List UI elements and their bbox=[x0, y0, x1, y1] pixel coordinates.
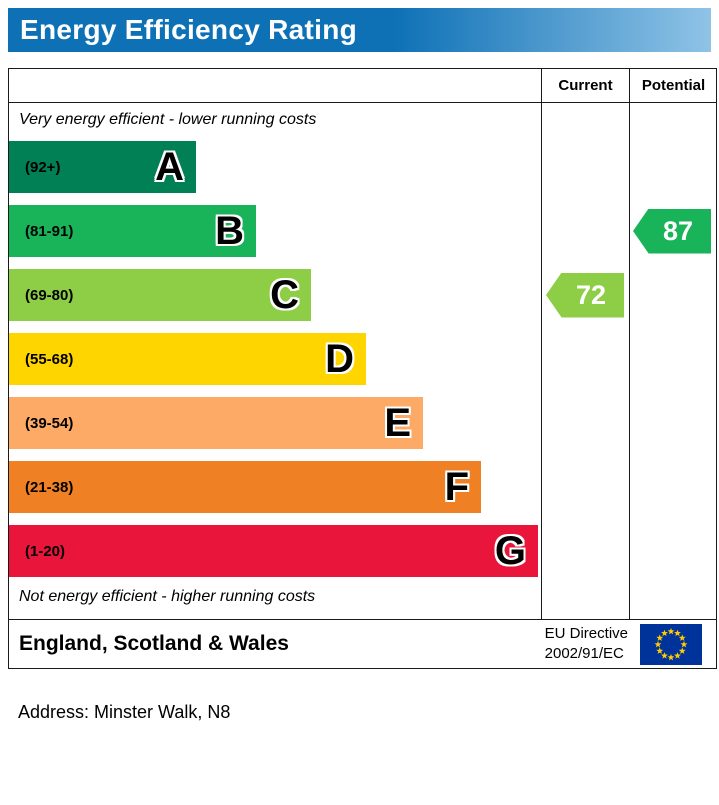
eu-directive-line1: EU Directive bbox=[544, 625, 628, 642]
title-bar: Energy Efficiency Rating bbox=[8, 8, 711, 52]
eu-flag-star bbox=[674, 629, 681, 636]
band-range-label: (39-54) bbox=[25, 414, 74, 432]
epc-chart: Current Potential Very energy efficient … bbox=[8, 68, 717, 620]
eu-flag-star bbox=[661, 651, 668, 659]
band-letter: E bbox=[384, 401, 411, 445]
eu-directive-label: EU Directive 2002/91/EC bbox=[545, 624, 628, 664]
current-value: 72 bbox=[575, 279, 607, 310]
address-line: Address: Minster Walk, N8 bbox=[18, 702, 231, 722]
band-letter: D bbox=[325, 337, 354, 381]
region-label: England, Scotland & Wales bbox=[19, 632, 289, 655]
footer: England, Scotland & Wales EU Directive 2… bbox=[8, 619, 717, 669]
eu-flag-star bbox=[656, 633, 664, 641]
epc-band-c: (69-80) C bbox=[9, 269, 311, 321]
potential-value: 87 bbox=[662, 215, 694, 246]
header-divider bbox=[9, 102, 716, 103]
band-range-label: (81-91) bbox=[25, 222, 74, 240]
eu-flag-star bbox=[667, 653, 675, 660]
potential-column-divider bbox=[629, 69, 630, 619]
eu-flag-star bbox=[678, 646, 686, 654]
column-header-current: Current bbox=[558, 77, 613, 94]
eu-flag-icon bbox=[640, 623, 702, 665]
eu-flag-star bbox=[667, 627, 675, 634]
band-letter: C bbox=[270, 273, 299, 317]
eu-flag-star bbox=[674, 651, 681, 659]
band-letter: A bbox=[155, 145, 184, 189]
band-letter: G bbox=[494, 529, 526, 573]
band-range-label: (69-80) bbox=[25, 286, 74, 304]
current-column-divider bbox=[541, 69, 542, 619]
eu-flag-star bbox=[656, 646, 664, 654]
epc-band-f: (21-38) F bbox=[9, 461, 481, 513]
band-range-label: (21-38) bbox=[25, 478, 74, 496]
eu-directive-line2: 2002/91/EC bbox=[544, 645, 624, 662]
bottom-note: Not energy efficient - higher running co… bbox=[19, 588, 316, 605]
page-title: Energy Efficiency Rating bbox=[20, 14, 358, 45]
top-note: Very energy efficient - lower running co… bbox=[19, 111, 317, 128]
band-range-label: (55-68) bbox=[25, 350, 74, 368]
band-range-label: (1-20) bbox=[25, 542, 66, 560]
epc-band-a: (92+) A bbox=[9, 141, 196, 193]
current-pointer: 72 bbox=[546, 272, 624, 318]
eu-flag-star bbox=[678, 633, 686, 641]
epc-band-d: (55-68) D bbox=[9, 333, 366, 385]
eu-flag-star bbox=[661, 629, 668, 636]
epc-bands: (92+) A (81-91) B (69-80) C (55-68) D (39-54) E (2… bbox=[9, 141, 538, 589]
potential-pointer: 87 bbox=[633, 208, 711, 254]
band-range-label: (92+) bbox=[25, 158, 61, 176]
eu-flag-star bbox=[654, 640, 662, 647]
eu-flag-star bbox=[680, 640, 688, 647]
band-letter: B bbox=[215, 209, 244, 253]
epc-band-g: (1-20) G bbox=[9, 525, 538, 577]
column-header-potential: Potential bbox=[641, 77, 706, 94]
epc-band-b: (81-91) B bbox=[9, 205, 256, 257]
epc-band-e: (39-54) E bbox=[9, 397, 423, 449]
band-letter: F bbox=[444, 465, 469, 509]
